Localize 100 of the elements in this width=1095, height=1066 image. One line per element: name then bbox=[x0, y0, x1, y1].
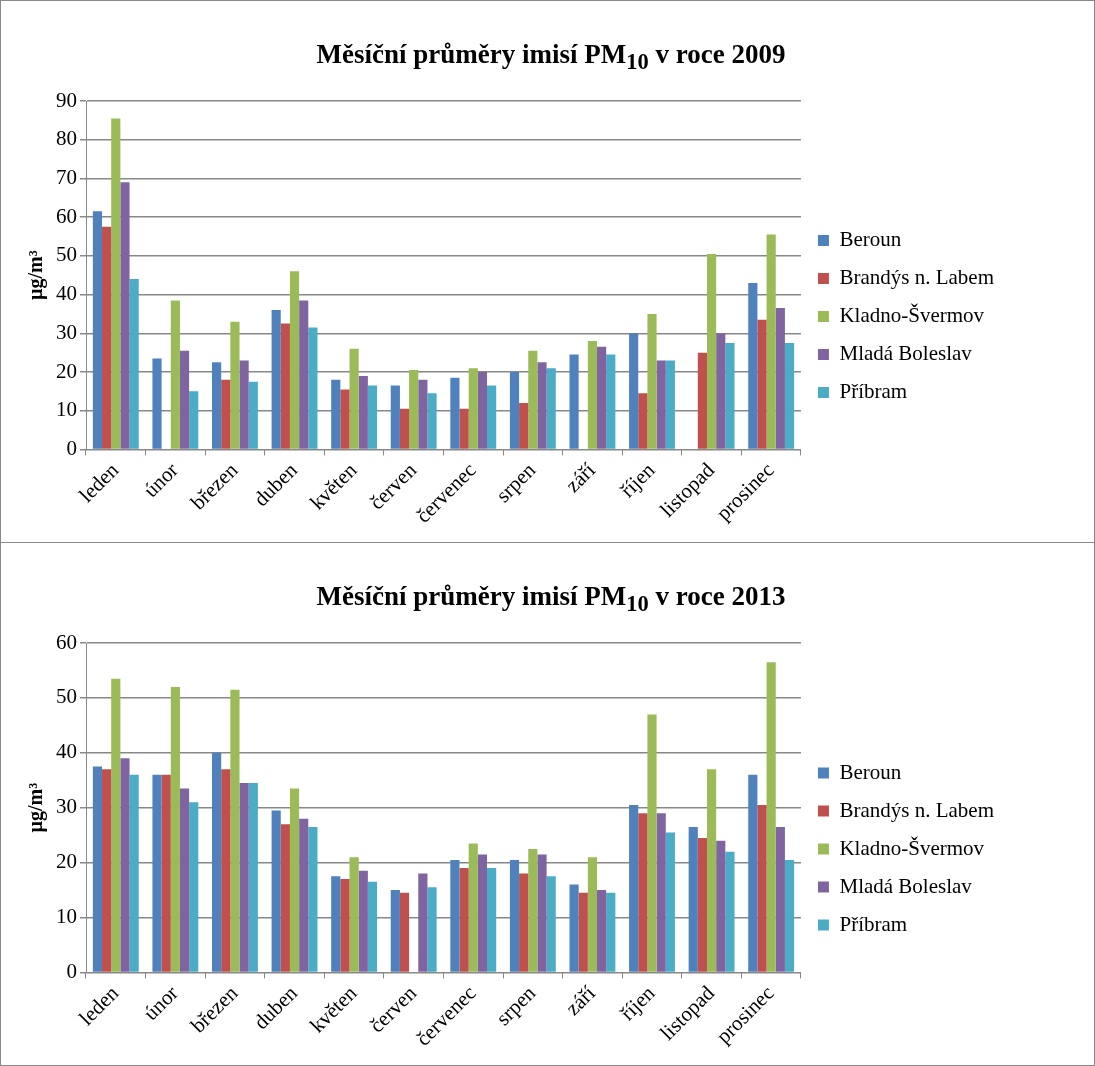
legend-label: Mladá Boleslav bbox=[839, 873, 973, 898]
bar bbox=[638, 813, 648, 972]
bar bbox=[358, 375, 368, 449]
bar bbox=[546, 368, 556, 449]
y-tick-label: 50 bbox=[56, 684, 77, 709]
bar bbox=[450, 377, 460, 449]
bar bbox=[766, 234, 776, 449]
bar bbox=[725, 851, 735, 972]
bar bbox=[697, 837, 707, 972]
bar bbox=[179, 350, 190, 449]
bar bbox=[427, 887, 437, 972]
legend-label: Beroun bbox=[839, 759, 902, 784]
bar bbox=[427, 393, 437, 449]
y-axis-title: µg/m³ bbox=[24, 782, 48, 833]
bar bbox=[665, 832, 675, 972]
bar bbox=[477, 854, 488, 972]
legend-label: Kladno-Švermov bbox=[839, 303, 985, 328]
y-tick-label: 0 bbox=[66, 958, 77, 983]
bar bbox=[152, 358, 162, 449]
bar bbox=[487, 385, 497, 449]
bar bbox=[92, 211, 103, 449]
y-tick-label: 20 bbox=[56, 849, 77, 874]
bar bbox=[230, 321, 240, 449]
bar bbox=[757, 804, 767, 972]
bar bbox=[597, 346, 607, 449]
bar bbox=[212, 362, 222, 449]
bar bbox=[239, 360, 249, 449]
bar bbox=[688, 826, 698, 972]
y-tick-label: 10 bbox=[56, 904, 77, 929]
bar bbox=[340, 879, 350, 972]
bar bbox=[519, 873, 529, 972]
bar bbox=[528, 848, 538, 972]
chart-title: Měsíční průměry imisí PM$_{10}$ v roce 2013 bbox=[315, 581, 787, 618]
bar bbox=[390, 385, 400, 449]
bar bbox=[111, 678, 121, 972]
bar bbox=[212, 752, 222, 972]
bar bbox=[656, 360, 666, 449]
bar bbox=[308, 327, 318, 449]
y-tick-label: 90 bbox=[56, 87, 77, 112]
bar bbox=[170, 300, 180, 449]
bar bbox=[129, 279, 139, 449]
x-tick-label: únor bbox=[138, 457, 183, 502]
bar bbox=[179, 788, 190, 972]
bar bbox=[477, 372, 488, 449]
bar bbox=[120, 182, 130, 449]
bar bbox=[656, 813, 666, 972]
bar bbox=[221, 379, 231, 449]
x-tick-label: říjen bbox=[615, 980, 660, 1025]
bar bbox=[546, 876, 556, 972]
x-tick-label: září bbox=[560, 980, 600, 1021]
bar bbox=[468, 368, 478, 449]
bar bbox=[289, 788, 300, 972]
bar bbox=[230, 689, 240, 972]
legend-label: Beroun bbox=[839, 227, 902, 252]
x-tick-label: únor bbox=[138, 980, 183, 1025]
legend-label: Brandýs n. Labem bbox=[839, 265, 994, 290]
bar bbox=[189, 391, 199, 449]
bar bbox=[606, 892, 616, 972]
bar bbox=[92, 766, 103, 972]
bar bbox=[399, 408, 410, 449]
legend-label: Brandýs n. Labem bbox=[839, 797, 994, 822]
y-axis-title: µg/m³ bbox=[24, 250, 48, 301]
bar bbox=[597, 890, 607, 972]
y-tick-label: 70 bbox=[56, 164, 77, 189]
bar bbox=[766, 662, 776, 972]
bar bbox=[587, 857, 598, 972]
y-tick-label: 40 bbox=[56, 739, 77, 764]
y-tick-label: 20 bbox=[56, 358, 77, 383]
bar bbox=[587, 341, 598, 449]
bar bbox=[271, 810, 281, 972]
bar bbox=[509, 859, 520, 972]
bar bbox=[569, 884, 579, 972]
bar bbox=[647, 714, 657, 972]
bar bbox=[280, 323, 290, 449]
bar bbox=[120, 758, 130, 972]
bar bbox=[716, 840, 726, 972]
bar bbox=[459, 868, 469, 972]
bar bbox=[418, 873, 428, 972]
bar bbox=[665, 360, 675, 449]
bar bbox=[757, 319, 767, 449]
bar bbox=[349, 348, 359, 449]
y-tick-label: 50 bbox=[56, 242, 77, 267]
bar bbox=[487, 868, 497, 972]
bar bbox=[748, 774, 758, 972]
bar bbox=[537, 362, 547, 449]
bar bbox=[102, 226, 112, 449]
bar bbox=[102, 769, 112, 972]
bar bbox=[784, 342, 795, 449]
bar bbox=[152, 774, 162, 972]
bar bbox=[707, 253, 717, 449]
legend-label: Kladno-Švermov bbox=[839, 835, 985, 860]
bar bbox=[189, 802, 199, 972]
bar bbox=[716, 333, 726, 449]
bar bbox=[340, 389, 350, 449]
bar bbox=[537, 854, 547, 972]
bar bbox=[248, 381, 258, 449]
bar bbox=[331, 876, 341, 972]
bar bbox=[331, 379, 341, 449]
bar bbox=[578, 892, 588, 972]
bar bbox=[239, 783, 249, 972]
